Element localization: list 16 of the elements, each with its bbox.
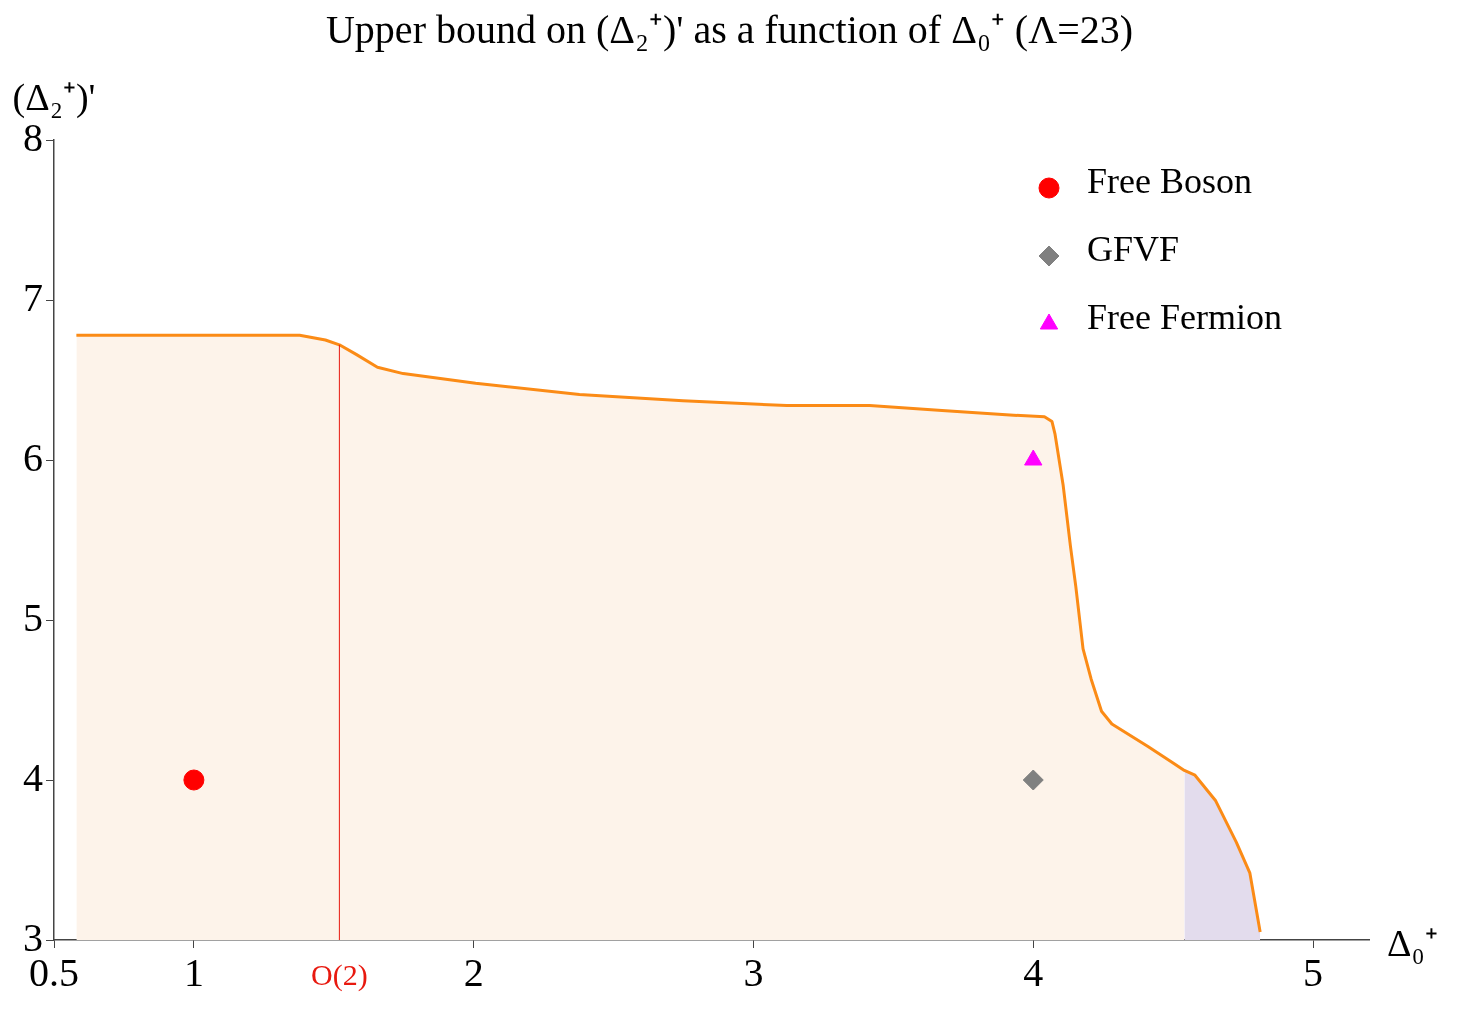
legend-label: GFVF <box>1087 229 1180 270</box>
y-tick-label: 4 <box>23 754 43 800</box>
legend-label: Free Boson <box>1087 161 1252 202</box>
x-tick-label: 1 <box>183 949 204 995</box>
x-tick-label: 3 <box>743 949 764 995</box>
legend-label: Free Fermion <box>1087 297 1282 338</box>
x-tick-label: 2 <box>463 949 484 995</box>
y-tick-label: 3 <box>23 914 43 960</box>
ref-line-label: O(2) <box>311 957 368 992</box>
x-axis-title: Δ₀⁺ <box>1387 921 1438 964</box>
x-tick-label: 5 <box>1303 949 1324 995</box>
y-tick-label: 5 <box>23 594 43 640</box>
y-tick-label: 7 <box>23 274 43 320</box>
chart-title: Upper bound on (Δ₂⁺)' as a function of Δ₀⁺ (Λ=23) <box>325 6 1134 52</box>
y-tick-label: 6 <box>23 434 43 480</box>
x-tick-label: 4 <box>1023 949 1044 995</box>
